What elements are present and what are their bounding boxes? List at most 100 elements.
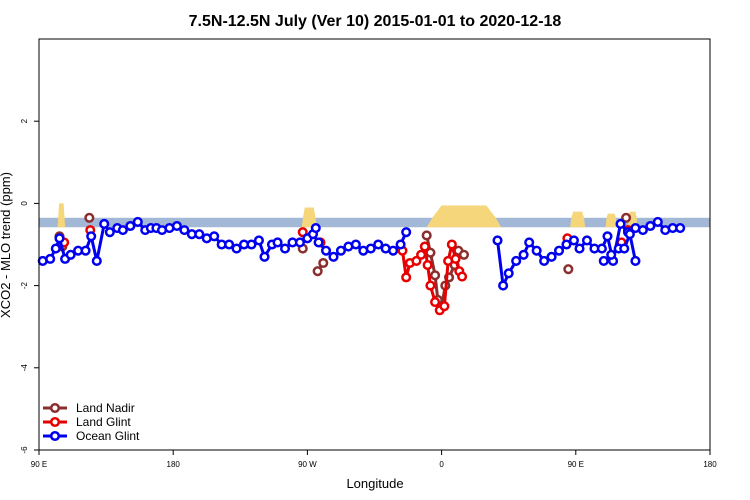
y-tick-label-2: -2 [20,281,29,289]
land-nadir-point-8 [430,270,441,281]
ocean-glint-point-64 [553,245,565,256]
x-tick-label-5: 180 [703,460,717,469]
ocean-glint-point-65 [561,239,572,250]
y-axis-label: XCO2 - MLO trend (ppm) [0,172,13,318]
ocean-glint-point-54 [310,223,321,234]
ocean-glint-point-49 [373,239,384,250]
land-segment-1 [301,207,317,228]
legend-marker-land-nadir [49,402,61,414]
ocean-glint-point-61 [531,245,542,256]
ocean-glint-point-1 [45,253,56,264]
land-nadir-point-2 [84,212,95,223]
land-glint-point-5 [401,272,412,283]
y-axis: -6 -4 -2 0 2 [20,118,39,454]
ocean-glint-point-33 [259,251,270,262]
ocean-glint-point-55 [492,235,503,246]
land-glint-point-14 [439,301,450,312]
ocean-glint-point-71 [602,231,613,242]
land-glint-point-7 [411,255,422,266]
legend-item-land-glint: Land Glint [43,415,131,429]
land-segment-4 [605,213,617,228]
chart-title: 7.5N-12.5N July (Ver 10) 2015-01-01 to 2… [189,13,562,30]
ocean-glint-point-77 [645,220,656,232]
ocean-glint-point-35 [272,237,283,248]
ocean-glint-point-73 [615,218,626,229]
ocean-glint-point-3 [54,233,65,244]
ocean-glint-point-82 [598,255,609,266]
land-glint-point-16 [446,239,457,250]
ocean-glint-point-83 [606,249,617,260]
y-tick-label-3: 0 [20,201,29,206]
land-glint-point-17 [450,253,461,264]
x-tick-label-0: 90 E [31,460,47,469]
ocean-glint-point-44 [335,245,347,256]
ocean-glint-point-76 [637,225,648,236]
legend-item-ocean-glint: Ocean Glint [43,429,140,443]
ocean-glint-point-70 [596,243,607,254]
x-tick-label-2: 90 W [298,460,317,469]
ocean-glint-point-2 [50,243,61,254]
ocean-glint-point-51 [388,245,399,256]
x-tick-label-3: 0 [439,460,444,469]
land-segment-2 [426,205,502,228]
ocean-glint-point-26 [209,231,220,242]
legend-marker-land-glint [49,416,61,428]
ocean-glint-point-53 [401,227,412,238]
ocean-glint-point-41 [313,237,324,248]
ocean-glint-point-85 [619,243,630,254]
ocean-glint-point-67 [574,243,585,254]
ocean-glint-point-14 [125,220,136,232]
y-tick-label-1: -4 [20,364,29,372]
ocean-glint-point-46 [350,239,361,250]
ocean-glint-point-21 [171,220,182,232]
series-land-glint [59,225,634,316]
ocean-glint-point-48 [365,243,376,254]
x-tick-label-1: 180 [167,460,181,469]
ocean-glint-point-68 [581,235,593,246]
series-layer [37,212,686,316]
ocean-glint-point-87 [630,255,641,266]
ocean-glint-point-32 [253,235,264,246]
land-glint-point-9 [419,241,430,252]
legend-item-land-nadir: Land Nadir [43,401,135,415]
legend-label-land-glint: Land Glint [76,415,131,429]
ocean-glint-point-7 [80,245,91,256]
ocean-glint-point-29 [231,243,242,254]
land-glint-point-11 [425,280,436,291]
ocean-glint-point-63 [546,251,557,262]
ocean-glint-point-78 [652,216,663,227]
ocean-glint-point-28 [224,239,235,250]
ocean-glint-point-52 [395,239,406,250]
ocean-glint-point-59 [518,249,529,260]
ocean-glint-point-11 [104,227,115,238]
land-glint-point-19 [457,271,468,282]
ocean-glint-point-24 [194,229,205,240]
land-nadir-point-17 [621,212,632,223]
land-glint-point-8 [416,249,427,260]
y-tick-label-0: -6 [20,446,29,454]
legend: Land Nadir Land Glint Ocean Glint [43,401,140,443]
land-segment-3 [570,211,586,228]
ocean-glint-point-42 [320,245,332,256]
legend-label-land-nadir: Land Nadir [76,401,135,415]
ocean-glint-point-57 [503,268,514,279]
ocean-glint-point-22 [179,225,190,236]
land-nadir-point-16 [563,264,574,275]
legend-label-ocean-glint: Ocean Glint [76,429,140,443]
series-ocean-glint [37,216,686,291]
plot-frame [38,38,711,451]
x-tick-label-4: 90 E [568,460,584,469]
ocean-glint-point-86 [624,229,635,240]
ocean-glint-point-60 [524,237,535,248]
ocean-glint-point-31 [246,239,257,250]
land-segment-0 [57,203,66,228]
land-glint-point-10 [422,260,433,271]
ocean-band [39,217,710,228]
land-nadir-point-4 [312,266,323,277]
ocean-glint-point-56 [498,280,509,291]
y-tick-label-4: 2 [20,118,29,123]
land-nadir-point-5 [318,257,329,269]
legend-marker-ocean-glint [49,430,61,442]
land-nadir-point-6 [421,230,432,241]
